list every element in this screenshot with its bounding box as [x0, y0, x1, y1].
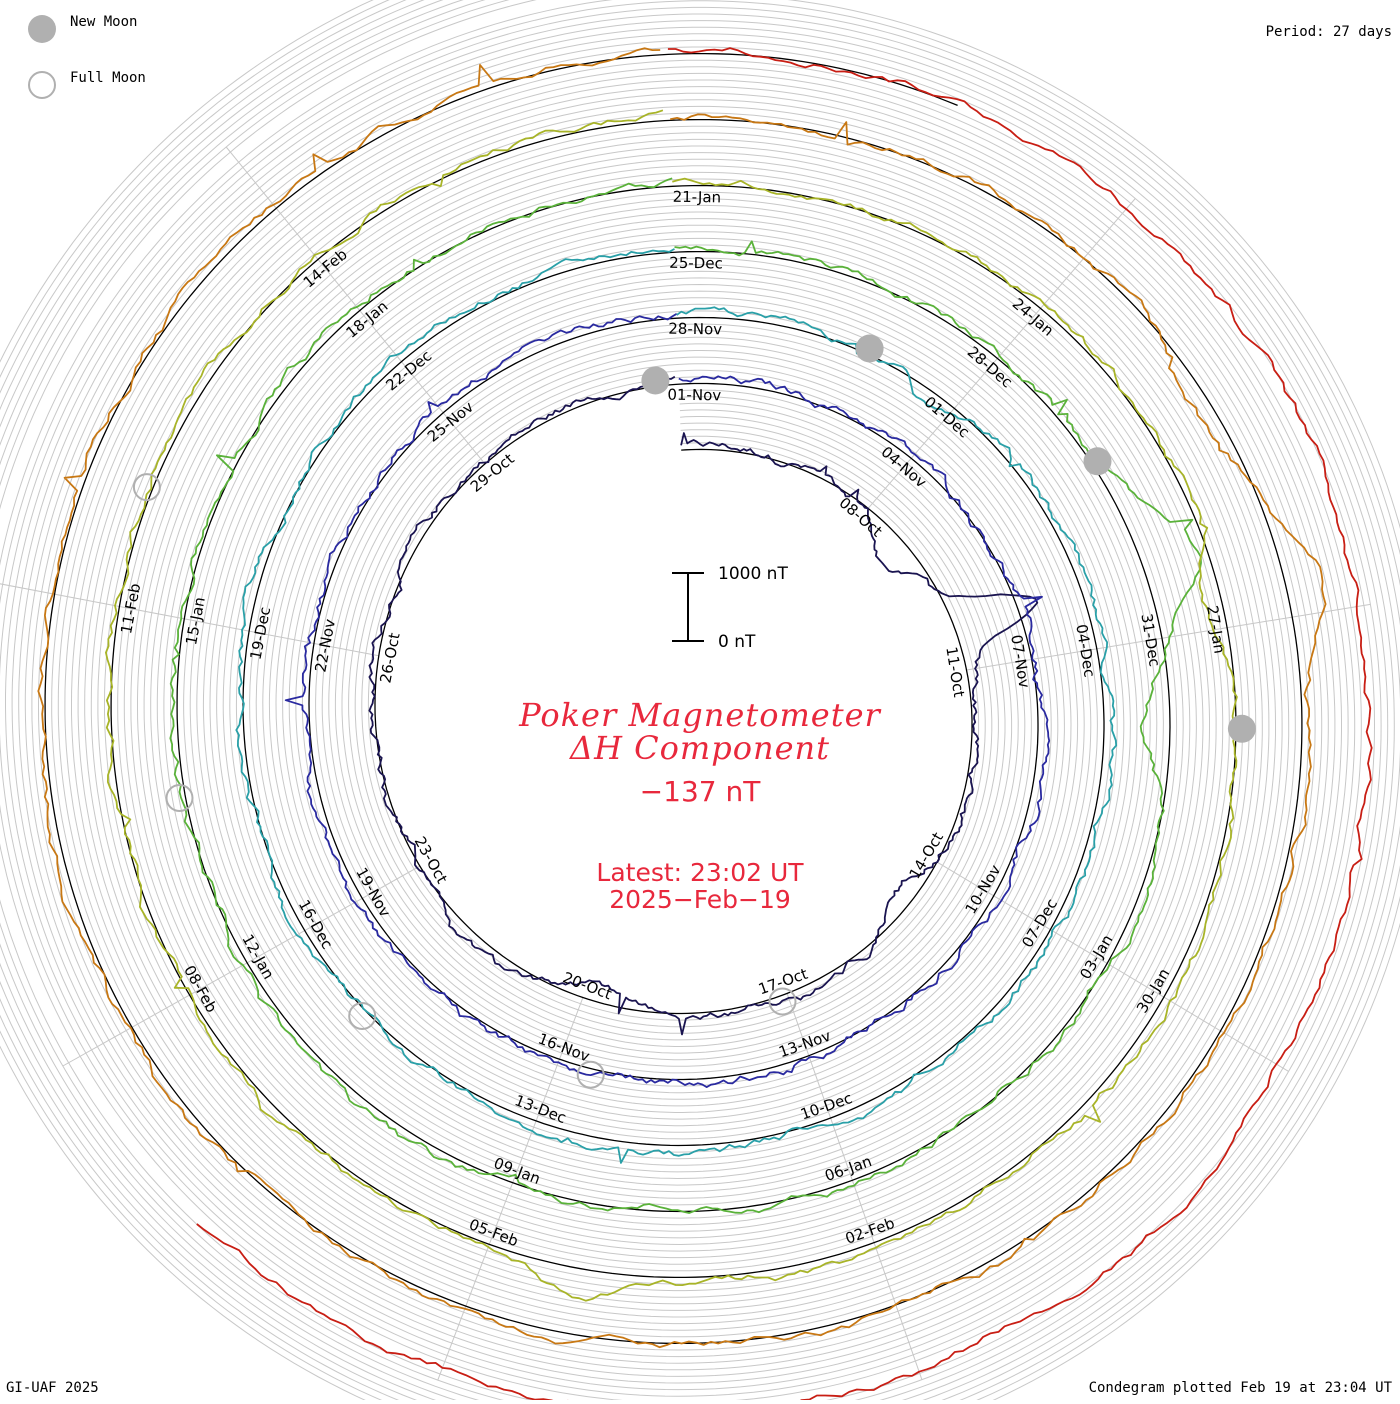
new-moon-marker: [1227, 714, 1256, 743]
scale-bar-top-label: 1000 nT: [718, 564, 788, 584]
rotation-trace-3: [235, 248, 1118, 1164]
chart-subtitle: ΔH Component: [569, 729, 831, 767]
period-label: Period: 27 days: [1265, 24, 1392, 40]
date-label: 11-Oct: [942, 645, 968, 698]
date-label: 21-Jan: [673, 188, 722, 207]
day-spoke: [225, 146, 486, 465]
new-moon-marker: [1083, 447, 1112, 476]
date-label: 31-Dec: [1137, 612, 1163, 668]
date-label: 17-Oct: [756, 965, 810, 999]
day-spoke: [0, 583, 379, 657]
day-spoke: [966, 603, 1371, 671]
date-label: 27-Jan: [1203, 604, 1229, 655]
full-moon-legend-icon: [28, 71, 56, 99]
chart-title: Poker Magnetometer: [519, 696, 881, 734]
date-label: 05-Feb: [467, 1215, 521, 1250]
latest-time: Latest: 23:02 UT: [596, 858, 804, 887]
day-spoke: [62, 865, 421, 1067]
scale-bar: 1000 nT 0 nT: [672, 564, 788, 652]
new-moon-legend-icon: [28, 15, 56, 43]
rotation-trace-5: [105, 109, 1238, 1302]
rotation-trace-2: [284, 313, 1051, 1088]
date-label: 02-Feb: [843, 1214, 897, 1248]
baseline-spiral-path: [44, 52, 1303, 1345]
new-moon-marker: [855, 334, 884, 363]
latest-date: 2025−Feb−19: [609, 885, 791, 914]
credit-label: GI-UAF 2025: [6, 1380, 99, 1396]
rotation-trace-6: [37, 47, 1327, 1349]
full-moon-legend-label: Full Moon: [70, 70, 146, 86]
date-label: 19-Dec: [247, 605, 275, 661]
date-label: 06-Jan: [822, 1152, 874, 1185]
date-label: 28-Nov: [668, 320, 722, 339]
full-moon-marker: [132, 473, 161, 502]
new-moon-legend-label: New Moon: [70, 14, 138, 30]
date-label: 04-Dec: [1072, 623, 1098, 679]
date-label: 01-Nov: [667, 386, 721, 405]
date-label: 09-Jan: [491, 1154, 543, 1188]
full-moon-marker: [348, 1002, 377, 1030]
baseline-spiral: [44, 52, 1303, 1345]
date-label: 10-Dec: [798, 1089, 854, 1124]
day-spoke: [936, 861, 1289, 1072]
current-value: −137 nT: [639, 775, 761, 808]
date-label: 15-Jan: [182, 596, 209, 647]
plotted-timestamp: Condegram plotted Feb 19 at 23:04 UT: [1088, 1380, 1392, 1396]
rotation-trace-1: [368, 375, 1039, 1036]
date-label: 26-Oct: [376, 631, 403, 684]
full-moon-marker: [576, 1060, 605, 1089]
day-spoke: [437, 997, 584, 1381]
moon-markers: [132, 334, 1256, 1089]
date-label: 20-Oct: [560, 968, 614, 1003]
scale-bar-bottom-label: 0 nT: [718, 632, 756, 652]
day-spoke: [867, 198, 1136, 509]
date-label: 25-Dec: [669, 254, 723, 273]
full-moon-marker: [165, 784, 194, 812]
full-moon-marker: [768, 987, 797, 1016]
day-spokes: [0, 146, 1371, 1381]
new-moon-marker: [641, 366, 670, 395]
rotation-trace-7: [196, 47, 1373, 1404]
